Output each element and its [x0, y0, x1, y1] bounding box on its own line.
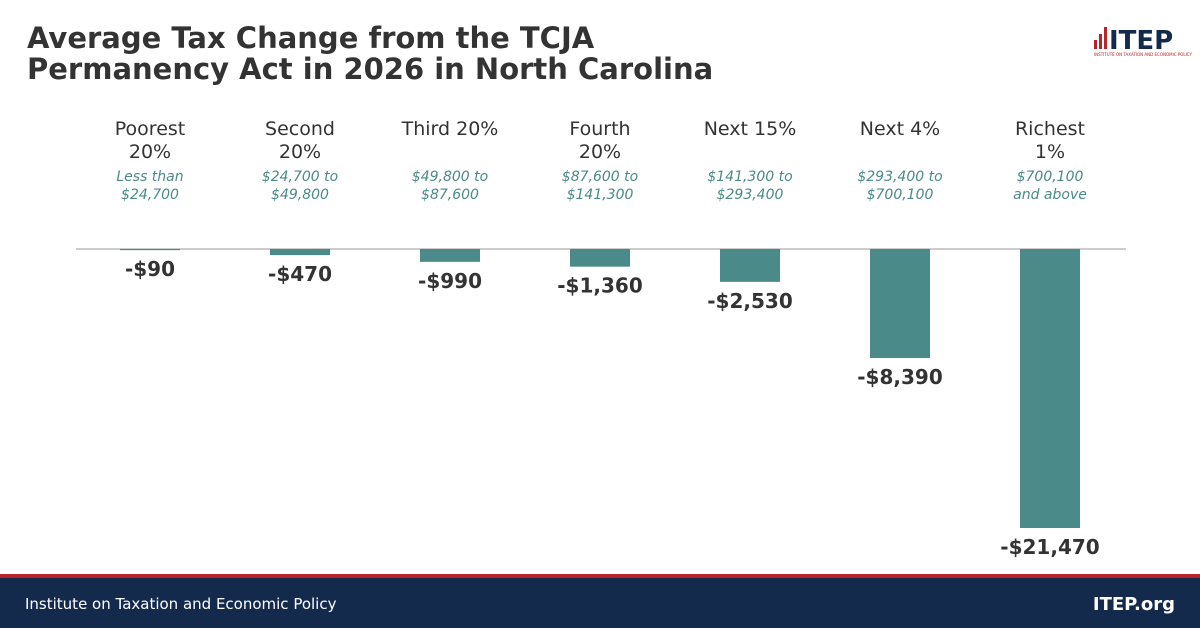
income-range: Less than $24,700: [116, 169, 184, 203]
logo-bar: [1094, 40, 1097, 49]
value-label: -$90: [125, 257, 175, 281]
income-range: $49,800 to $87,600: [411, 169, 489, 203]
category-label: Next 15%: [703, 118, 797, 140]
income-range: $24,700 to $49,800: [261, 169, 339, 203]
bars: -$90 -$470 -$990 -$1,360 -$2,530 -$8,390 -$21,…: [120, 249, 1100, 559]
bar: [270, 249, 330, 256]
logo-bar: [1104, 27, 1107, 49]
footer: [0, 578, 1200, 628]
logo-bar: [1099, 34, 1102, 49]
bar: [420, 249, 480, 262]
category-label: Fourth 20%: [569, 118, 631, 163]
category-label: Third 20%: [401, 118, 499, 140]
bar: [720, 249, 780, 282]
logo-text: ITEP: [1109, 26, 1173, 56]
value-label: -$21,470: [1000, 535, 1099, 559]
income-range: $700,100 and above: [1013, 169, 1087, 203]
income-range: $141,300 to $293,400: [707, 169, 793, 203]
logo-subtext: INSTITUTE ON TAXATION AND ECONOMIC POLIC…: [1094, 52, 1193, 57]
logo: ITEP INSTITUTE ON TAXATION AND ECONOMIC …: [1094, 26, 1193, 57]
value-label: -$990: [418, 269, 482, 293]
bar: [120, 249, 180, 251]
footer-right: ITEP.org: [1093, 594, 1175, 615]
bar: [1020, 249, 1080, 528]
footer-stripe: [0, 574, 1200, 578]
category-label: Poorest 20%: [114, 118, 186, 163]
category-label: Second 20%: [265, 118, 335, 163]
bar: [870, 249, 930, 359]
category-label: Richest 1%: [1014, 118, 1085, 163]
value-label: -$470: [268, 262, 332, 286]
value-label: -$1,360: [557, 274, 642, 298]
value-label: -$2,530: [707, 289, 792, 313]
chart-title: Average Tax Change from the TCJA Permanen…: [27, 21, 713, 86]
category-label: Next 4%: [859, 118, 941, 140]
value-label: -$8,390: [857, 365, 942, 389]
title-line: Permanency Act in 2026 in North Carolina: [27, 52, 713, 86]
income-range: $293,400 to $700,100: [857, 169, 943, 203]
income-range: $87,600 to $141,300: [561, 169, 639, 203]
bar: [570, 249, 630, 267]
footer-left: Institute on Taxation and Economic Polic…: [25, 595, 337, 613]
title-line: Average Tax Change from the TCJA: [27, 21, 595, 55]
